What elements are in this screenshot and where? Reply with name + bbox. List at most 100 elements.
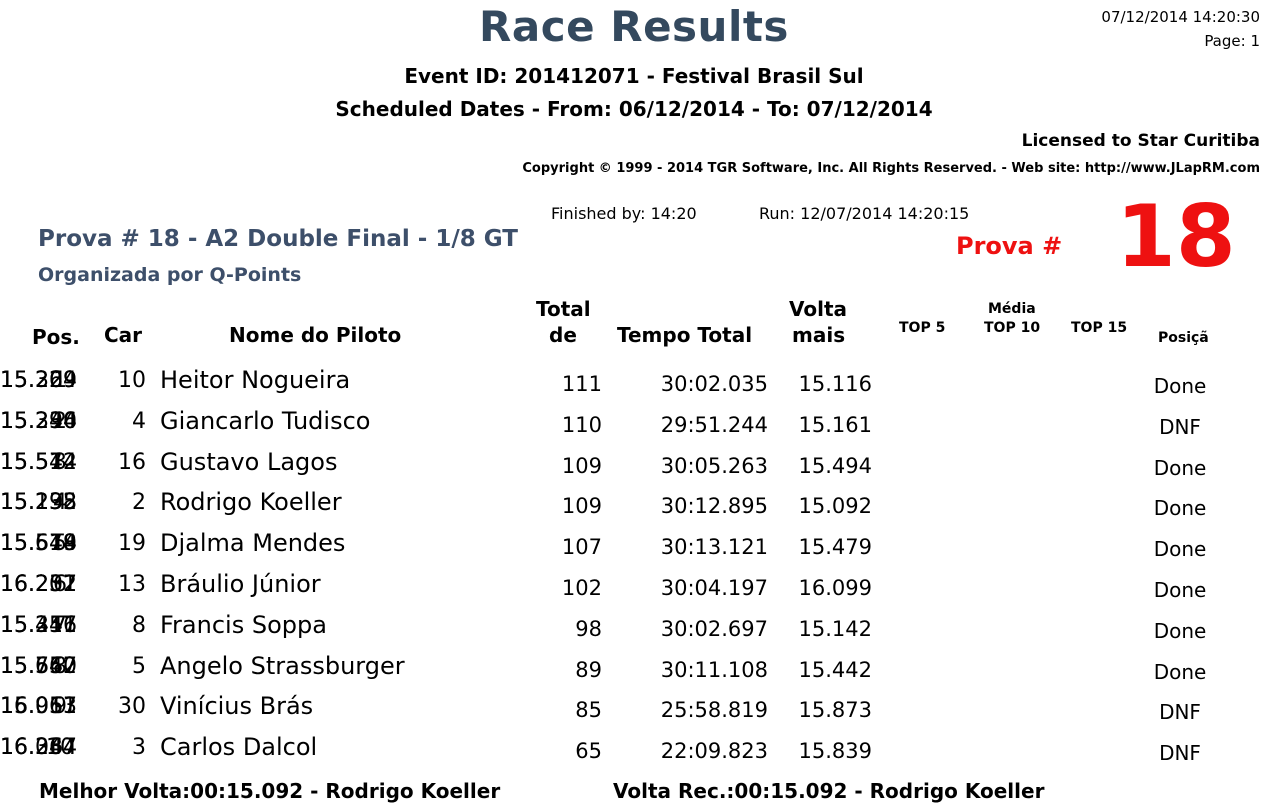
col-total-line1: Total bbox=[536, 297, 591, 321]
position-cell: 2 bbox=[53, 408, 67, 434]
col-volta-line1: Volta bbox=[789, 297, 848, 321]
col-posicao: Posiçã bbox=[1158, 330, 1209, 346]
top5-cell: 16.201 bbox=[0, 572, 77, 597]
total-time-cell: 30:13.121 bbox=[660, 535, 768, 560]
driver-name-cell: Francis Soppa bbox=[160, 610, 327, 639]
total-time-cell: 30:04.197 bbox=[660, 576, 768, 600]
position-cell: 5 bbox=[53, 531, 67, 557]
total-time-cell: 22:09.823 bbox=[660, 739, 768, 764]
col-volta-line2: mais bbox=[792, 323, 846, 347]
finished-by: Finished by: 14:20 bbox=[551, 204, 697, 223]
total-time-cell: 30:02.697 bbox=[660, 616, 768, 641]
table-row: 1 10 Heitor Nogueira 111 30:02.035 15.116 15.2… bbox=[0, 366, 1268, 409]
best-lap-cell: 16.099 bbox=[798, 576, 872, 600]
top10-cell: 16.232 bbox=[0, 572, 77, 597]
position-cell: 8 bbox=[53, 653, 67, 679]
top10-cell: 16.234 bbox=[0, 735, 77, 761]
car-number-cell: 16 bbox=[118, 449, 146, 475]
col-top15: TOP 15 bbox=[1071, 320, 1128, 336]
driver-name-cell: Angelo Strassburger bbox=[160, 651, 405, 680]
total-time-cell: 30:05.263 bbox=[660, 453, 768, 478]
top5-cell: 15.138 bbox=[0, 490, 77, 516]
total-laps-cell: 85 bbox=[575, 698, 602, 723]
top10-cell: 15.269 bbox=[0, 368, 77, 393]
car-number-cell: 19 bbox=[118, 531, 146, 557]
top5-cell: 15.241 bbox=[0, 612, 77, 638]
top10-cell: 16.017 bbox=[0, 694, 77, 720]
car-number-cell: 13 bbox=[118, 572, 146, 597]
driver-name-cell: Vinícius Brás bbox=[160, 692, 314, 721]
best-lap-cell: 15.442 bbox=[798, 657, 872, 682]
position-cell: 7 bbox=[53, 612, 67, 638]
car-number-cell: 4 bbox=[132, 408, 146, 434]
table-row: 3 16 Gustavo Lagos 109 30:05.263 15.494 15.514… bbox=[0, 447, 1268, 491]
top5-cell: 15.557 bbox=[0, 653, 77, 679]
best-lap-cell: 15.479 bbox=[798, 535, 872, 560]
report-datetime: 07/12/2014 14:20:30 bbox=[1101, 8, 1260, 26]
best-lap-cell: 15.116 bbox=[798, 372, 872, 396]
car-number-cell: 3 bbox=[132, 735, 146, 761]
total-laps-cell: 65 bbox=[575, 739, 602, 764]
total-time-cell: 30:02.035 bbox=[660, 372, 768, 396]
status-cell: Done bbox=[1153, 496, 1207, 521]
car-number-cell: 30 bbox=[118, 694, 146, 720]
top5-cell: 16.067 bbox=[0, 735, 77, 761]
status-cell: Done bbox=[1153, 537, 1207, 562]
license-text: Licensed to Star Curitiba bbox=[1021, 131, 1260, 151]
total-laps-cell: 109 bbox=[561, 453, 602, 478]
top15-cell: 15.572 bbox=[0, 449, 77, 475]
total-time-cell: 29:51.244 bbox=[660, 412, 768, 437]
table-row: 7 8 Francis Soppa 98 30:02.697 15.142 15.241 15… bbox=[0, 610, 1268, 654]
race-title: Prova # 18 - A2 Double Final - 1/8 GT bbox=[38, 226, 518, 252]
driver-name-cell: Giancarlo Tudisco bbox=[160, 406, 371, 435]
table-row: 8 5 Angelo Strassburger 89 30:11.108 15.442 15… bbox=[0, 651, 1268, 695]
car-number-cell: 10 bbox=[118, 368, 146, 393]
status-cell: Done bbox=[1153, 659, 1207, 684]
total-time-cell: 30:12.895 bbox=[660, 494, 768, 519]
run-datetime: Run: 12/07/2014 14:20:15 bbox=[759, 204, 970, 223]
car-number-cell: 8 bbox=[132, 612, 146, 638]
top15-cell: 15.740 bbox=[0, 653, 77, 679]
position-cell: 9 bbox=[53, 694, 67, 720]
event-id: Event ID: 201412071 - Festival Brasil Su… bbox=[404, 64, 864, 88]
car-number-cell: 5 bbox=[132, 653, 146, 679]
best-lap-cell: 15.873 bbox=[798, 698, 872, 723]
top15-cell: 16.061 bbox=[0, 694, 77, 720]
col-top10: TOP 10 bbox=[984, 320, 1041, 336]
position-cell: 6 bbox=[53, 572, 67, 597]
total-laps-cell: 98 bbox=[575, 616, 602, 641]
race-organizer: Organizada por Q-Points bbox=[38, 264, 302, 286]
car-number-cell: 2 bbox=[132, 490, 146, 516]
status-cell: Done bbox=[1153, 455, 1207, 480]
table-row: 10 3 Carlos Dalcol 65 22:09.823 15.839 16.067 1… bbox=[0, 733, 1268, 776]
top5-cell: 15.229 bbox=[0, 368, 77, 393]
best-lap-cell: 15.839 bbox=[798, 739, 872, 764]
col-top5: TOP 5 bbox=[899, 320, 946, 336]
top10-cell: 15.579 bbox=[0, 531, 77, 557]
best-lap: Melhor Volta:00:15.092 - Rodrigo Koeller bbox=[39, 779, 501, 803]
table-row: 2 4 Giancarlo Tudisco 110 29:51.244 15.161 15.… bbox=[0, 406, 1268, 450]
total-laps-cell: 111 bbox=[561, 372, 602, 396]
table-row: 9 30 Vinícius Brás 85 25:58.819 15.873 15.953 1… bbox=[0, 692, 1268, 735]
position-cell: 1 bbox=[53, 368, 67, 393]
top15-cell: 15.618 bbox=[0, 531, 77, 557]
best-lap-cell: 15.092 bbox=[798, 494, 872, 519]
total-time-cell: 30:11.108 bbox=[660, 657, 768, 682]
table-row: 4 2 Rodrigo Koeller 109 30:12.895 15.092 15.13… bbox=[0, 488, 1268, 531]
top5-cell: 15.953 bbox=[0, 694, 77, 720]
table-row: 6 13 Bráulio Júnior 102 30:04.197 16.099 16.20… bbox=[0, 570, 1268, 613]
best-lap-cell: 15.161 bbox=[798, 412, 872, 437]
col-car: Car bbox=[104, 323, 143, 347]
top10-cell: 15.662 bbox=[0, 653, 77, 679]
prova-label: Prova # bbox=[956, 232, 1063, 260]
best-lap-cell: 15.494 bbox=[798, 453, 872, 478]
status-cell: DNF bbox=[1159, 414, 1201, 439]
page-title: Race Results bbox=[479, 2, 789, 51]
total-laps-cell: 109 bbox=[561, 494, 602, 519]
position-cell: 10 bbox=[46, 735, 74, 761]
driver-name-cell: Gustavo Lagos bbox=[160, 447, 338, 476]
status-cell: DNF bbox=[1159, 700, 1201, 725]
col-pos: Pos. bbox=[32, 325, 80, 349]
position-cell: 3 bbox=[53, 449, 67, 475]
top15-cell: 16.257 bbox=[0, 572, 77, 597]
